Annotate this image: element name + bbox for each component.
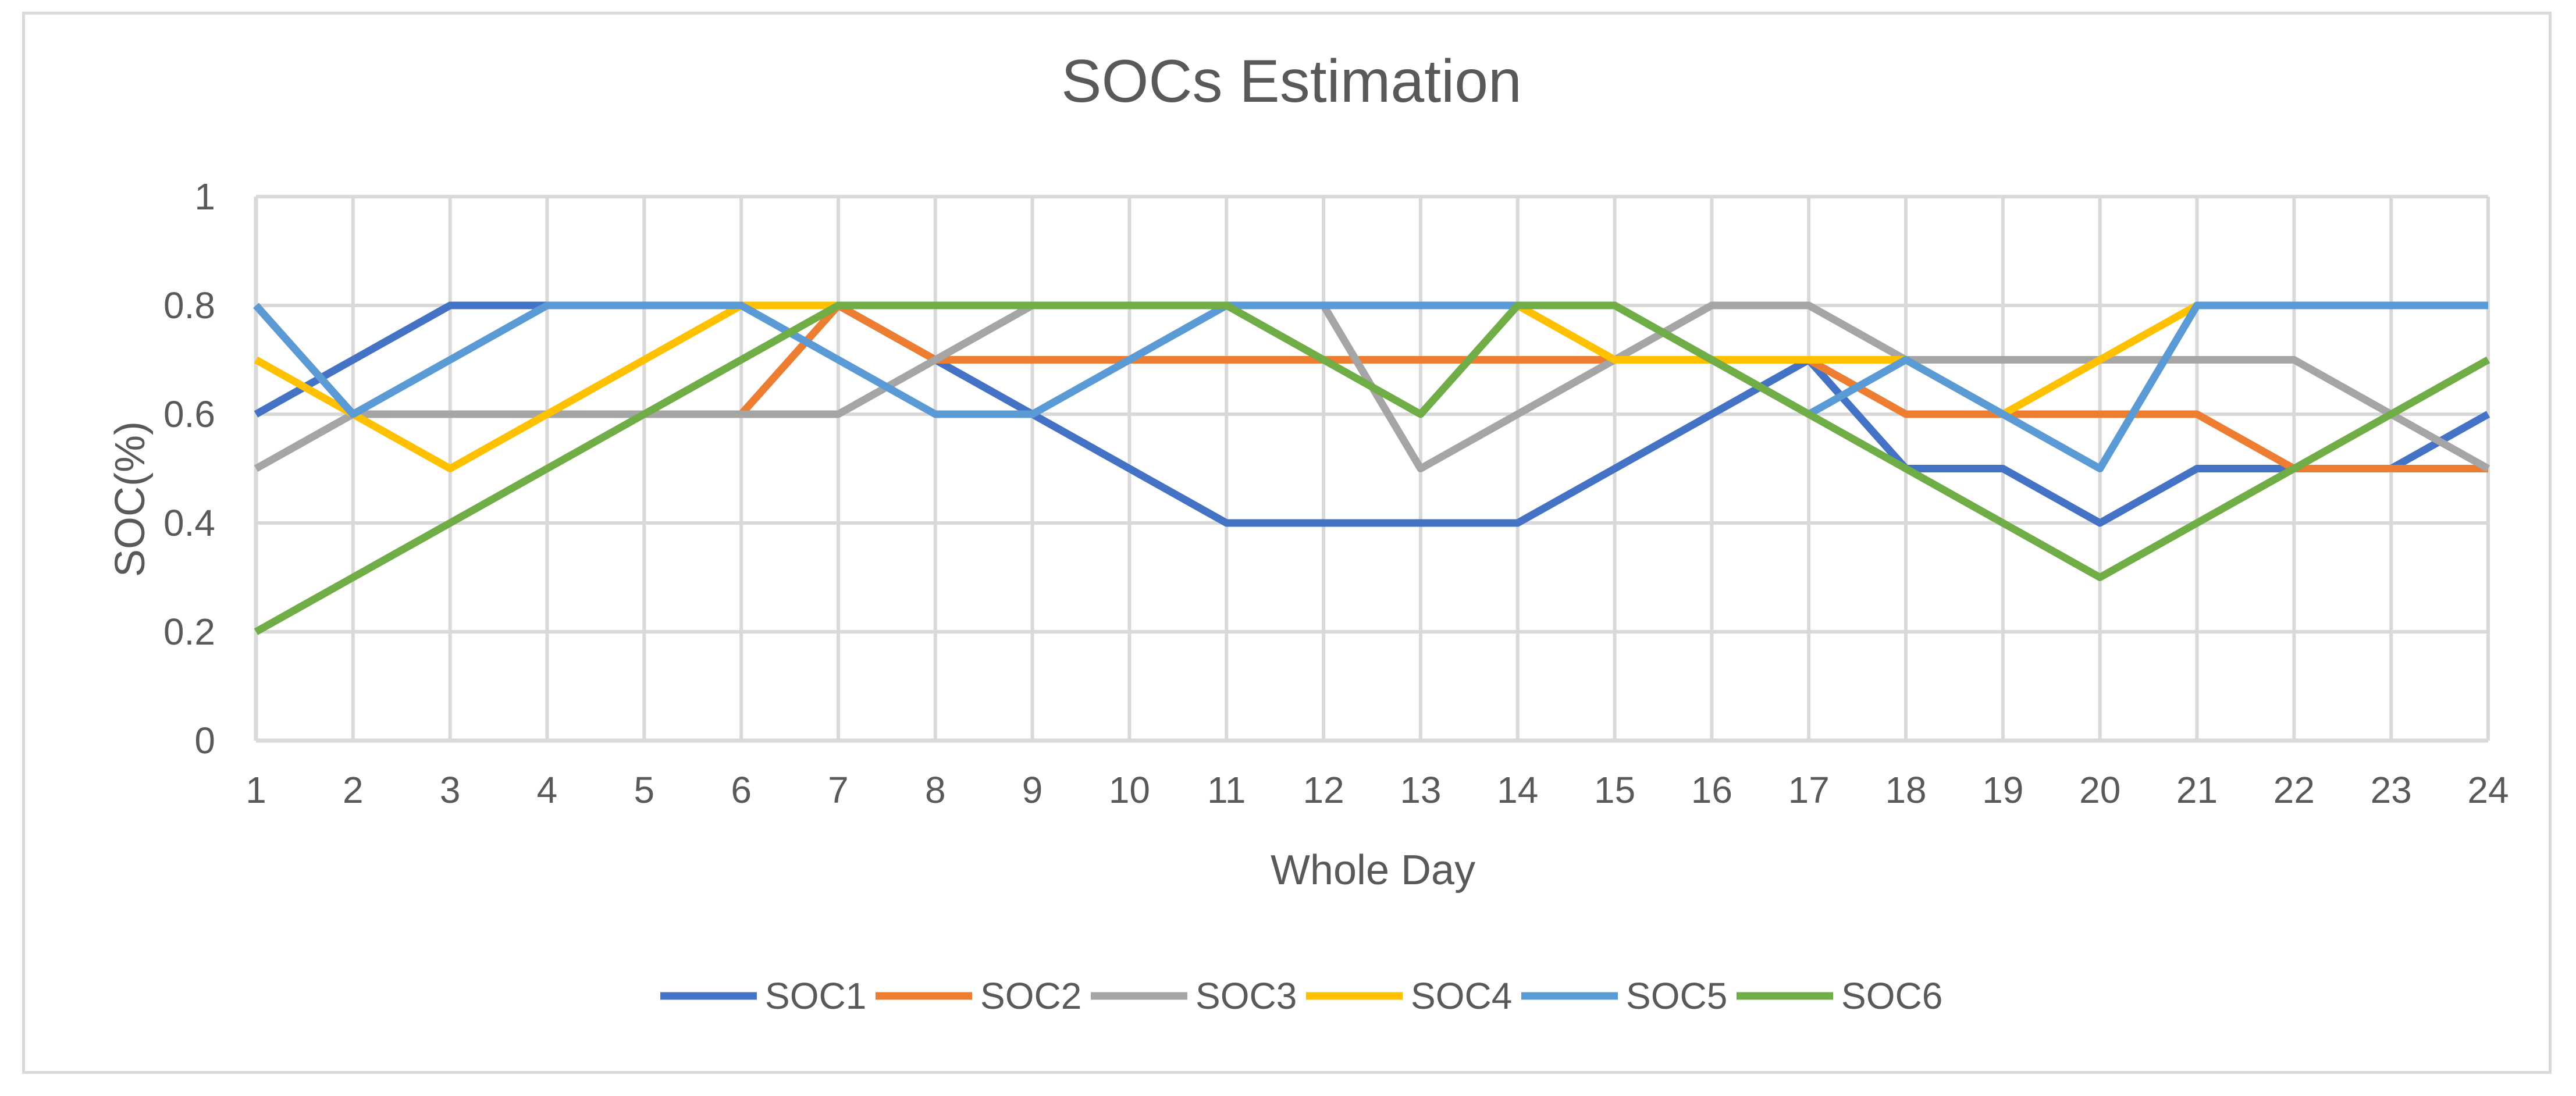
x-tick-label: 6 xyxy=(731,769,752,811)
legend-label: SOC5 xyxy=(1626,975,1727,1017)
legend-item-soc2: SOC2 xyxy=(876,975,1081,1017)
legend-item-soc5: SOC5 xyxy=(1521,975,1727,1017)
x-tick-label: 23 xyxy=(2371,769,2412,811)
x-tick-label: 12 xyxy=(1303,769,1344,811)
x-tick-label: 5 xyxy=(634,769,655,811)
x-tick-label: 1 xyxy=(245,769,266,811)
legend: SOC1 SOC2 SOC3 SOC4 SOC5 SOC6 xyxy=(660,975,1942,1017)
chart-title: SOCs Estimation xyxy=(1061,48,1522,115)
x-tick-label: 15 xyxy=(1594,769,1635,811)
legend-item-soc6: SOC6 xyxy=(1737,975,1942,1017)
y-tick-label: 0.4 xyxy=(163,502,215,544)
legend-item-soc1: SOC1 xyxy=(660,975,866,1017)
x-tick-label: 16 xyxy=(1691,769,1732,811)
x-tick-label: 10 xyxy=(1109,769,1150,811)
y-tick-label: 0 xyxy=(194,720,215,761)
legend-label: SOC1 xyxy=(765,975,866,1017)
legend-label: SOC2 xyxy=(980,975,1081,1017)
x-tick-label: 20 xyxy=(2079,769,2120,811)
legend-label: SOC4 xyxy=(1411,975,1512,1017)
y-tick-label: 1 xyxy=(194,176,215,218)
series-line-soc6 xyxy=(254,301,2490,635)
x-axis-title: Whole Day xyxy=(1271,847,1475,894)
x-tick-label: 8 xyxy=(925,769,946,811)
legend-label: SOC3 xyxy=(1196,975,1297,1017)
x-tick-label: 21 xyxy=(2176,769,2218,811)
x-tick-label: 22 xyxy=(2273,769,2315,811)
x-tick-label: 3 xyxy=(440,769,461,811)
legend-item-soc4: SOC4 xyxy=(1306,975,1512,1017)
x-tick-label: 9 xyxy=(1022,769,1043,811)
x-tick-label: 18 xyxy=(1885,769,1926,811)
x-tick-label: 11 xyxy=(1207,769,1246,811)
x-tick-label: 7 xyxy=(828,769,849,811)
chart-frame: SOCs Estimation 0 0.2 0.4 0.6 0.8 1 1 2 3 4 5 6 7 8 9 1… xyxy=(22,12,2552,1074)
x-tick-label: 24 xyxy=(2467,769,2509,811)
tick-layer: 00.20.40.60.811 2 3 4 5 6 7 8 9 10 11 12 13 14 15 16 17 1… xyxy=(163,176,2509,811)
x-tick-label: 13 xyxy=(1400,769,1441,811)
x-tick-label: 19 xyxy=(1982,769,2023,811)
series-line-soc5 xyxy=(253,301,2488,472)
y-axis-title: SOC(%) xyxy=(107,421,154,577)
axis-layer xyxy=(254,197,2488,743)
line-chart: SOCs Estimation 00.20.40.60.811 2 3 4 5 6 7 8 9 1… xyxy=(107,48,2509,1017)
grid-layer xyxy=(256,195,2490,741)
legend-label: SOC6 xyxy=(1841,975,1942,1017)
x-tick-label: 14 xyxy=(1497,769,1538,811)
x-tick-label: 4 xyxy=(537,769,558,811)
x-tick-label: 17 xyxy=(1788,769,1830,811)
y-tick-label: 0.8 xyxy=(163,284,215,326)
y-tick-label: 0.2 xyxy=(163,611,215,653)
series-layer xyxy=(253,301,2490,635)
legend-item-soc3: SOC3 xyxy=(1091,975,1297,1017)
y-tick-label: 0.6 xyxy=(163,393,215,435)
x-tick-label: 2 xyxy=(343,769,364,811)
